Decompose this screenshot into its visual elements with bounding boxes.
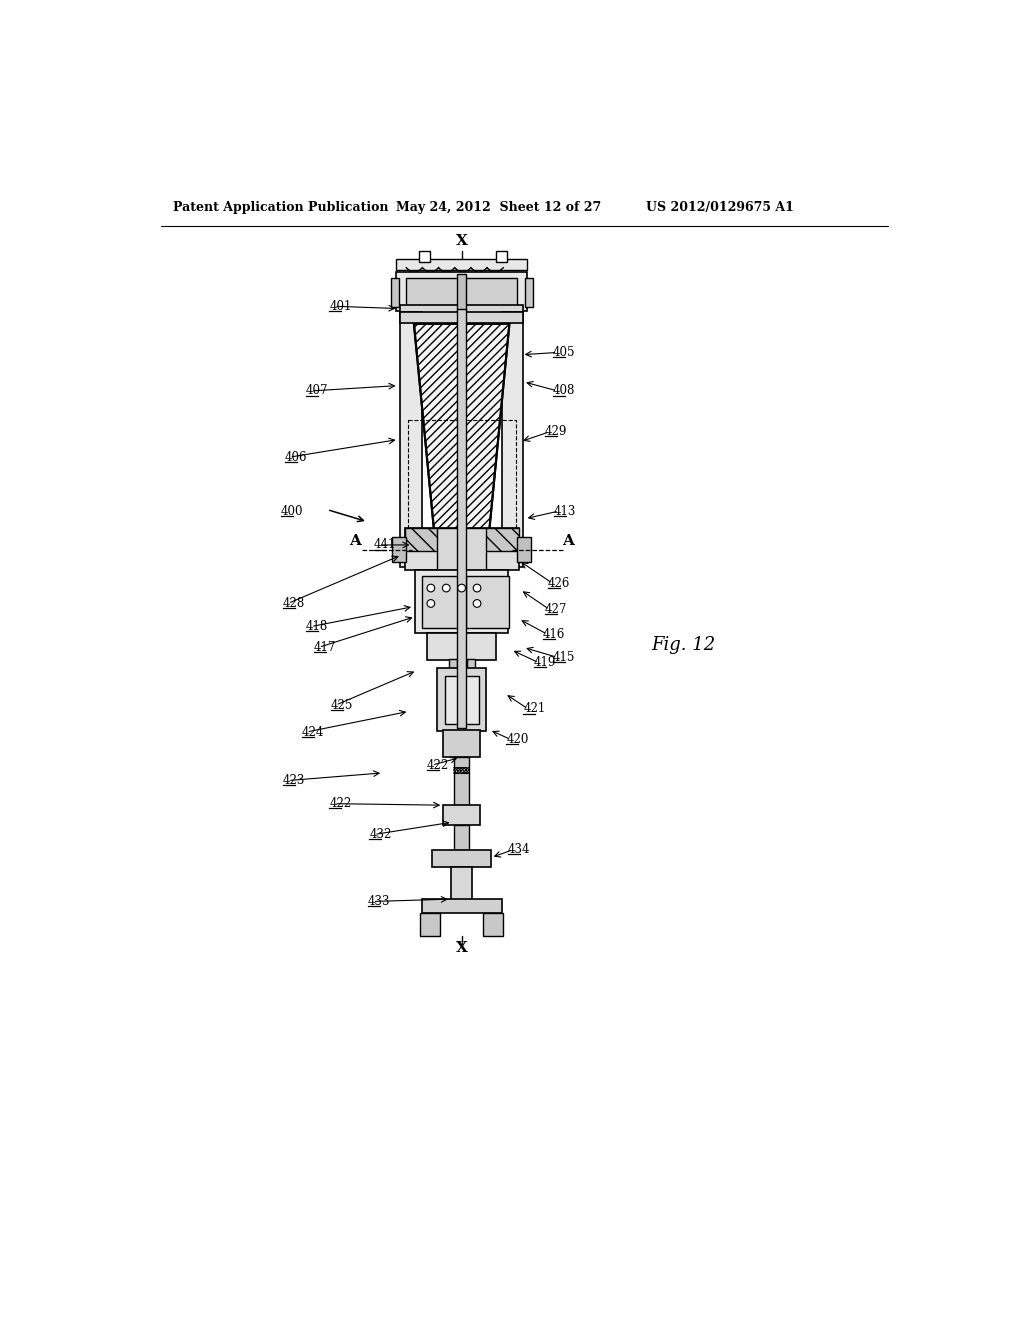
- Text: 407: 407: [306, 384, 329, 397]
- Circle shape: [427, 599, 435, 607]
- Bar: [396, 259, 527, 271]
- Text: 429: 429: [545, 425, 567, 438]
- Bar: [450, 659, 457, 669]
- Text: 441: 441: [374, 539, 396, 552]
- Text: 425: 425: [331, 698, 353, 711]
- Text: 401: 401: [330, 300, 351, 313]
- Bar: [400, 313, 523, 323]
- Polygon shape: [404, 528, 438, 552]
- Text: X: X: [456, 940, 468, 954]
- Text: May 24, 2012  Sheet 12 of 27: May 24, 2012 Sheet 12 of 27: [396, 201, 601, 214]
- Text: 432: 432: [370, 828, 391, 841]
- Text: 400: 400: [281, 504, 303, 517]
- Text: 419: 419: [535, 656, 556, 669]
- Bar: [437, 528, 486, 570]
- Text: 422: 422: [330, 797, 351, 810]
- Text: 416: 416: [543, 628, 565, 640]
- Text: A: A: [349, 535, 361, 548]
- Text: 421: 421: [523, 702, 546, 715]
- Bar: [467, 659, 475, 669]
- Text: Patent Application Publication: Patent Application Publication: [173, 201, 388, 214]
- Text: 413: 413: [554, 504, 577, 517]
- Text: 427: 427: [545, 603, 567, 616]
- Polygon shape: [484, 528, 518, 552]
- Bar: [454, 825, 469, 850]
- Bar: [416, 570, 508, 634]
- Bar: [457, 275, 466, 313]
- Text: 417: 417: [313, 640, 336, 653]
- Bar: [400, 305, 523, 314]
- Bar: [432, 850, 490, 867]
- Text: A: A: [562, 535, 573, 548]
- Bar: [391, 277, 398, 308]
- Circle shape: [473, 599, 481, 607]
- Bar: [400, 313, 422, 566]
- Text: 408: 408: [553, 384, 574, 397]
- Text: 434: 434: [508, 843, 530, 857]
- Bar: [443, 730, 480, 758]
- Text: 428: 428: [283, 597, 305, 610]
- Text: Fig. 12: Fig. 12: [651, 636, 716, 653]
- Bar: [427, 634, 497, 660]
- Circle shape: [458, 585, 466, 591]
- Bar: [457, 309, 466, 729]
- Polygon shape: [414, 323, 509, 529]
- Text: 420: 420: [506, 733, 528, 746]
- Bar: [396, 272, 527, 312]
- Bar: [454, 758, 469, 805]
- Text: 423: 423: [283, 774, 305, 787]
- Bar: [444, 676, 478, 723]
- Bar: [419, 251, 430, 261]
- Text: 422: 422: [427, 759, 450, 772]
- Circle shape: [442, 585, 451, 591]
- Bar: [420, 913, 440, 936]
- Bar: [524, 277, 532, 308]
- Text: 406: 406: [285, 450, 307, 463]
- Text: 424: 424: [301, 726, 324, 739]
- Bar: [502, 313, 523, 566]
- Bar: [483, 913, 503, 936]
- Bar: [422, 899, 502, 913]
- Bar: [408, 420, 515, 540]
- Text: X: X: [456, 234, 468, 248]
- Bar: [443, 805, 480, 825]
- Bar: [407, 277, 517, 308]
- Bar: [451, 867, 472, 909]
- Text: US 2012/0129675 A1: US 2012/0129675 A1: [646, 201, 795, 214]
- Circle shape: [427, 585, 435, 591]
- Bar: [392, 537, 407, 562]
- Bar: [517, 537, 531, 562]
- Bar: [422, 576, 465, 628]
- Text: 426: 426: [548, 577, 570, 590]
- Bar: [404, 528, 518, 570]
- Circle shape: [473, 585, 481, 591]
- Text: 405: 405: [553, 346, 575, 359]
- Text: 415: 415: [553, 651, 574, 664]
- Text: 433: 433: [368, 895, 390, 908]
- Bar: [437, 668, 486, 731]
- Bar: [466, 576, 509, 628]
- Bar: [497, 251, 507, 261]
- Text: 418: 418: [306, 620, 329, 634]
